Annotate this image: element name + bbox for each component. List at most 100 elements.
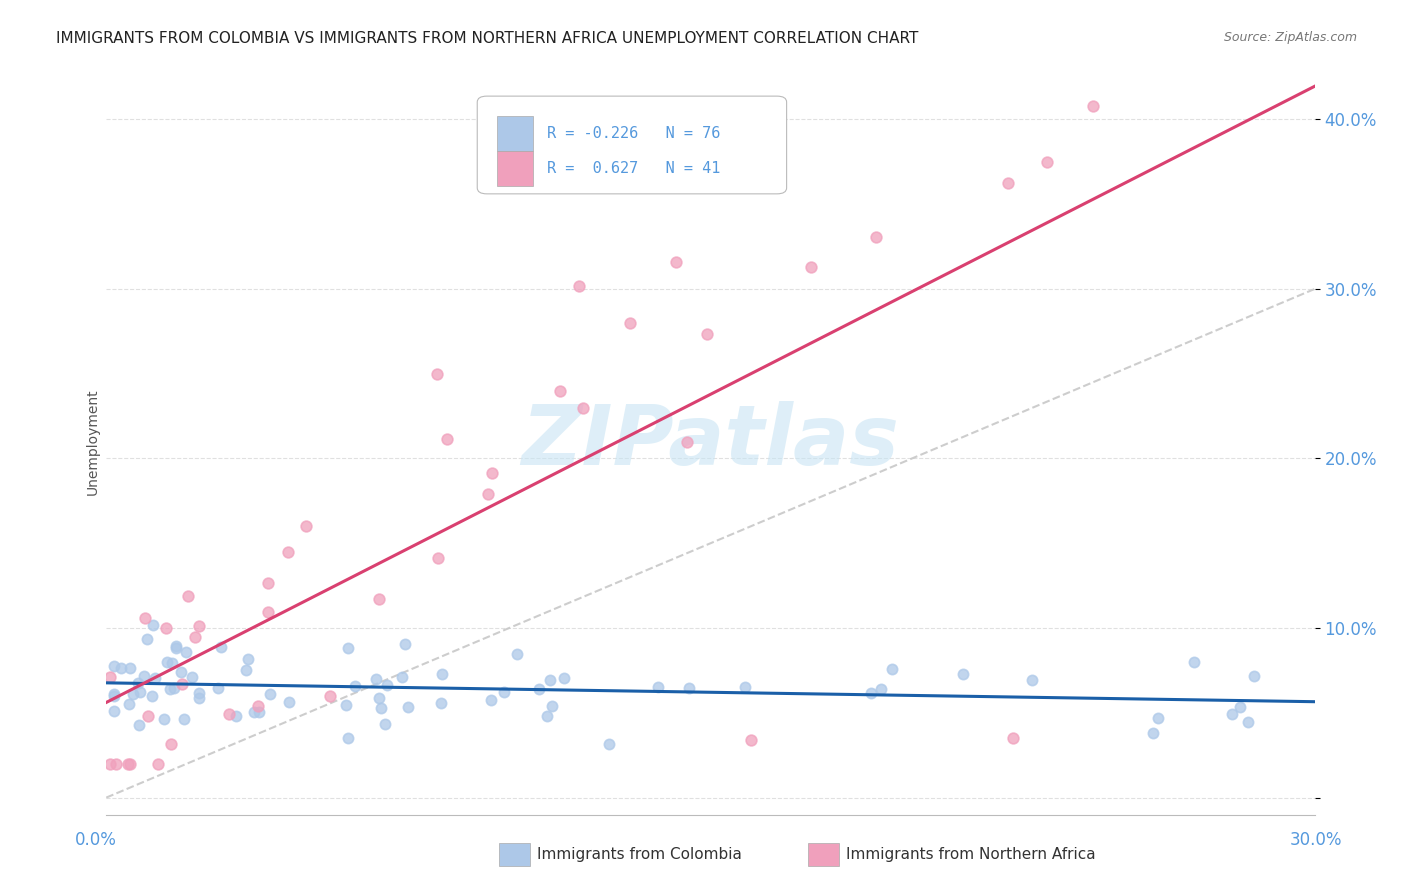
- Point: [153, 712, 176, 726]
- Point: [1236, 714, 1258, 729]
- Point: [257, 576, 280, 591]
- Point: [734, 680, 756, 694]
- Point: [1081, 99, 1104, 113]
- Text: 0.0%: 0.0%: [75, 831, 117, 849]
- Text: IMMIGRANTS FROM COLOMBIA VS IMMIGRANTS FROM NORTHERN AFRICA UNEMPLOYMENT CORRELA: IMMIGRANTS FROM COLOMBIA VS IMMIGRANTS F…: [56, 31, 918, 46]
- Point: [619, 316, 641, 330]
- Point: [598, 737, 620, 751]
- Point: [120, 661, 142, 675]
- Point: [319, 690, 342, 704]
- Point: [142, 618, 165, 632]
- Point: [364, 672, 387, 686]
- Point: [375, 678, 398, 692]
- Point: [170, 665, 193, 679]
- Point: [127, 676, 149, 690]
- Point: [117, 756, 139, 771]
- Point: [141, 689, 163, 703]
- Point: [665, 255, 688, 269]
- Point: [103, 686, 125, 700]
- Point: [536, 709, 558, 723]
- Point: [335, 698, 357, 713]
- Point: [494, 685, 516, 699]
- Point: [103, 659, 125, 673]
- Point: [1147, 710, 1170, 724]
- Point: [163, 681, 186, 696]
- Point: [103, 704, 125, 718]
- Point: [477, 487, 499, 501]
- Text: Immigrants from Northern Africa: Immigrants from Northern Africa: [846, 847, 1097, 862]
- Point: [165, 640, 187, 655]
- Point: [696, 327, 718, 342]
- Point: [238, 652, 260, 666]
- Bar: [496, 116, 533, 152]
- Point: [259, 687, 281, 701]
- Point: [276, 545, 298, 559]
- Point: [278, 695, 301, 709]
- Point: [159, 681, 181, 696]
- Point: [538, 673, 561, 687]
- Point: [479, 693, 502, 707]
- Point: [432, 667, 454, 681]
- Point: [134, 669, 156, 683]
- Point: [187, 685, 209, 699]
- Point: [128, 718, 150, 732]
- Point: [98, 670, 121, 684]
- Point: [121, 687, 143, 701]
- Point: [173, 712, 195, 726]
- Point: [1001, 731, 1024, 746]
- Text: Immigrants from Colombia: Immigrants from Colombia: [537, 847, 742, 862]
- Point: [134, 610, 156, 624]
- Text: R =  0.627   N = 41: R = 0.627 N = 41: [547, 161, 721, 176]
- Point: [799, 260, 821, 275]
- Point: [1222, 707, 1244, 722]
- Point: [541, 698, 564, 713]
- Point: [678, 681, 700, 695]
- Point: [553, 671, 575, 685]
- Text: ZIPatlas: ZIPatlas: [522, 401, 900, 482]
- Point: [165, 639, 187, 653]
- Point: [1182, 655, 1205, 669]
- Point: [952, 667, 974, 681]
- Point: [156, 656, 179, 670]
- Point: [740, 733, 762, 747]
- Point: [1021, 673, 1043, 687]
- Point: [110, 661, 132, 675]
- Point: [865, 229, 887, 244]
- Point: [425, 367, 447, 381]
- Point: [242, 705, 264, 719]
- Point: [176, 645, 198, 659]
- Point: [370, 701, 392, 715]
- Point: [1035, 154, 1057, 169]
- Point: [426, 551, 449, 566]
- Point: [118, 756, 141, 771]
- Point: [235, 663, 257, 677]
- Point: [506, 647, 529, 661]
- Point: [997, 176, 1019, 190]
- Bar: [496, 151, 533, 186]
- Point: [207, 681, 229, 695]
- Point: [160, 657, 183, 671]
- Point: [337, 731, 360, 745]
- Point: [246, 698, 269, 713]
- Point: [295, 519, 318, 533]
- Point: [187, 690, 209, 705]
- Point: [527, 682, 550, 697]
- Point: [567, 278, 589, 293]
- Point: [160, 737, 183, 751]
- Text: Source: ZipAtlas.com: Source: ZipAtlas.com: [1223, 31, 1357, 45]
- Point: [374, 716, 396, 731]
- Point: [394, 637, 416, 651]
- Point: [180, 669, 202, 683]
- Point: [647, 680, 669, 694]
- Point: [209, 640, 232, 654]
- Point: [336, 641, 359, 656]
- Point: [368, 691, 391, 706]
- Point: [118, 698, 141, 712]
- Point: [344, 679, 367, 693]
- Point: [367, 592, 389, 607]
- Point: [247, 706, 270, 720]
- Point: [257, 606, 280, 620]
- Point: [225, 709, 247, 723]
- Text: 30.0%: 30.0%: [1289, 831, 1343, 849]
- Point: [571, 401, 593, 415]
